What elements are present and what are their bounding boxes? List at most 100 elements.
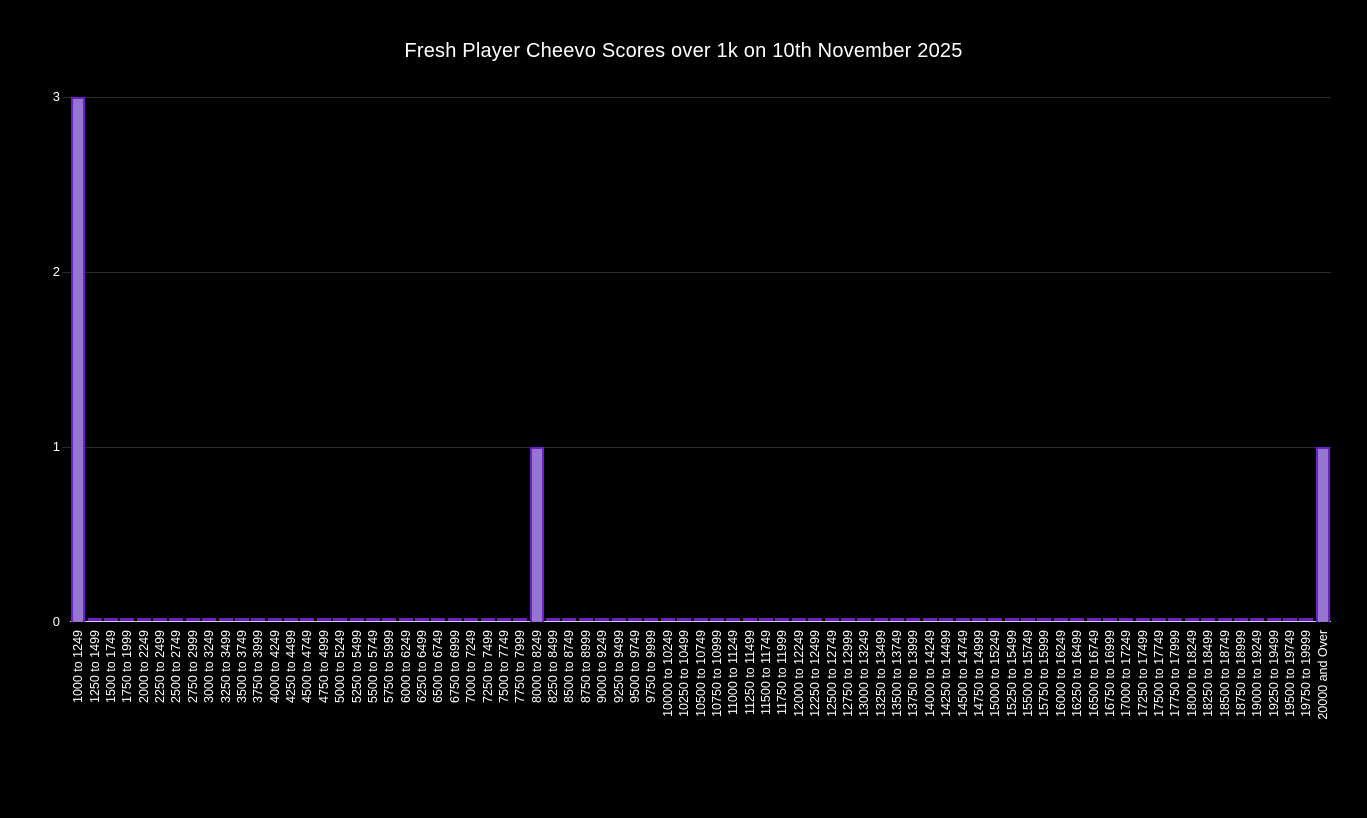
zero-bar	[1250, 618, 1265, 621]
zero-bar	[1037, 618, 1052, 621]
x-axis-tick-label: 3000 to 3249	[202, 630, 217, 703]
zero-bar	[1021, 618, 1036, 621]
x-axis-tick-label: 19000 to 19249	[1250, 630, 1265, 717]
x-axis-tick-label: 5750 to 5999	[382, 630, 397, 703]
x-axis-tick-label: 16500 to 16749	[1086, 630, 1101, 717]
x-axis-tick-label: 6750 to 6999	[447, 630, 462, 703]
x-axis-tick-label: 9500 to 9749	[627, 630, 642, 703]
x-axis-tick-label: 2250 to 2499	[153, 630, 168, 703]
chart-title: Fresh Player Cheevo Scores over 1k on 10…	[404, 40, 963, 62]
zero-bar	[644, 618, 659, 621]
x-axis-tick-label: 11000 to 11249	[726, 630, 741, 716]
zero-bar	[775, 618, 790, 621]
plot-area	[62, 97, 1331, 622]
zero-bar	[611, 618, 626, 621]
zero-bar	[185, 618, 200, 621]
zero-bar	[431, 618, 446, 621]
bar	[529, 447, 544, 622]
x-axis-tick-label: 14250 to 14499	[939, 630, 954, 717]
x-axis-line	[70, 621, 1331, 622]
zero-bar	[1102, 618, 1117, 621]
x-axis-tick-label: 18750 to 18999	[1233, 630, 1248, 717]
zero-bar	[726, 618, 741, 621]
zero-bar	[791, 618, 806, 621]
x-axis-tick-label: 9750 to 9999	[644, 630, 659, 703]
zero-bar	[333, 618, 348, 621]
zero-bar	[660, 618, 675, 621]
zero-bar	[1201, 618, 1216, 621]
zero-bar	[759, 618, 773, 621]
x-axis-tick-label: 17250 to 17499	[1135, 630, 1150, 717]
zero-bar	[546, 618, 561, 621]
zero-bar	[808, 618, 823, 621]
zero-bar	[1266, 618, 1281, 621]
gridline	[62, 97, 1331, 98]
zero-bar	[742, 618, 757, 621]
zero-bar	[447, 618, 462, 621]
zero-bar	[922, 618, 937, 621]
x-axis-tick-label: 1500 to 1749	[103, 630, 118, 703]
x-axis-tick-label: 19500 to 19749	[1283, 630, 1298, 717]
x-axis-tick-label: 7750 to 7999	[513, 630, 528, 703]
zero-bar	[971, 618, 986, 621]
x-axis-tick-label: 11750 to 11999	[775, 630, 790, 716]
zero-bar	[284, 618, 299, 621]
x-axis-tick-label: 13500 to 13749	[890, 630, 905, 717]
x-axis-tick-label: 6250 to 6499	[415, 630, 430, 703]
x-axis-tick-label: 5500 to 5749	[365, 630, 380, 703]
x-axis-labels: 1000 to 1249 1250 to 1499 1500 to 1749 1750…	[0, 630, 1367, 818]
x-axis-tick-label: 3750 to 3999	[251, 630, 266, 703]
bar	[1315, 447, 1330, 622]
zero-bar	[906, 618, 921, 621]
zero-bar	[480, 618, 495, 621]
zero-bar	[1086, 618, 1101, 621]
x-axis-tick-label: 18500 to 18749	[1217, 630, 1232, 717]
x-axis-tick-label: 4500 to 4749	[300, 630, 315, 703]
x-axis-tick-label: 13250 to 13499	[873, 630, 888, 717]
x-axis-tick-label: 15000 to 15249	[988, 630, 1003, 717]
x-axis-tick-label: 8500 to 8749	[562, 630, 577, 703]
zero-bar	[595, 618, 610, 621]
zero-bar	[1299, 618, 1314, 621]
x-axis-tick-label: 6000 to 6249	[398, 630, 413, 703]
x-axis-tick-label: 1750 to 1999	[120, 630, 135, 703]
y-axis-tick-label: 3	[52, 89, 60, 104]
x-axis-tick-label: 14750 to 14999	[971, 630, 986, 717]
x-axis-tick-label: 13750 to 13999	[906, 630, 921, 717]
x-axis-tick-label: 10750 to 10999	[709, 630, 724, 717]
zero-bar	[267, 618, 282, 621]
zero-bar	[153, 618, 168, 621]
zero-bar	[988, 618, 1003, 621]
y-axis-tick-label: 1	[52, 439, 60, 454]
zero-bar	[578, 618, 593, 621]
x-axis-tick-label: 5000 to 5249	[333, 630, 348, 703]
zero-bar	[1070, 618, 1085, 621]
x-axis-tick-label: 19750 to 19999	[1299, 630, 1314, 717]
zero-bar	[382, 618, 397, 621]
x-axis-tick-label: 17500 to 17749	[1152, 630, 1167, 717]
x-axis-tick-label: 4250 to 4499	[284, 630, 299, 703]
zero-bar	[1119, 618, 1134, 621]
zero-bar	[1217, 618, 1232, 621]
zero-bar	[1053, 618, 1068, 621]
bar	[71, 97, 86, 622]
x-axis-tick-label: 10500 to 10749	[693, 630, 708, 717]
gridline	[62, 447, 1331, 448]
x-axis-tick-label: 1250 to 1499	[87, 630, 102, 703]
x-axis-tick-label: 8750 to 8999	[578, 630, 593, 703]
zero-bar	[464, 618, 479, 621]
zero-bar	[103, 618, 118, 621]
zero-bar	[939, 618, 954, 621]
zero-bar	[1152, 618, 1167, 621]
zero-bar	[169, 618, 184, 621]
zero-bar	[398, 618, 413, 621]
x-axis-tick-label: 10250 to 10499	[677, 630, 692, 717]
zero-bar	[1168, 618, 1183, 621]
zero-bar	[693, 618, 708, 621]
zero-bar	[316, 618, 331, 621]
x-axis-tick-label: 5250 to 5499	[349, 630, 364, 703]
zero-bar	[890, 618, 905, 621]
x-axis-tick-label: 12750 to 12999	[840, 630, 855, 717]
zero-bar	[136, 618, 151, 621]
zero-bar	[365, 618, 380, 621]
